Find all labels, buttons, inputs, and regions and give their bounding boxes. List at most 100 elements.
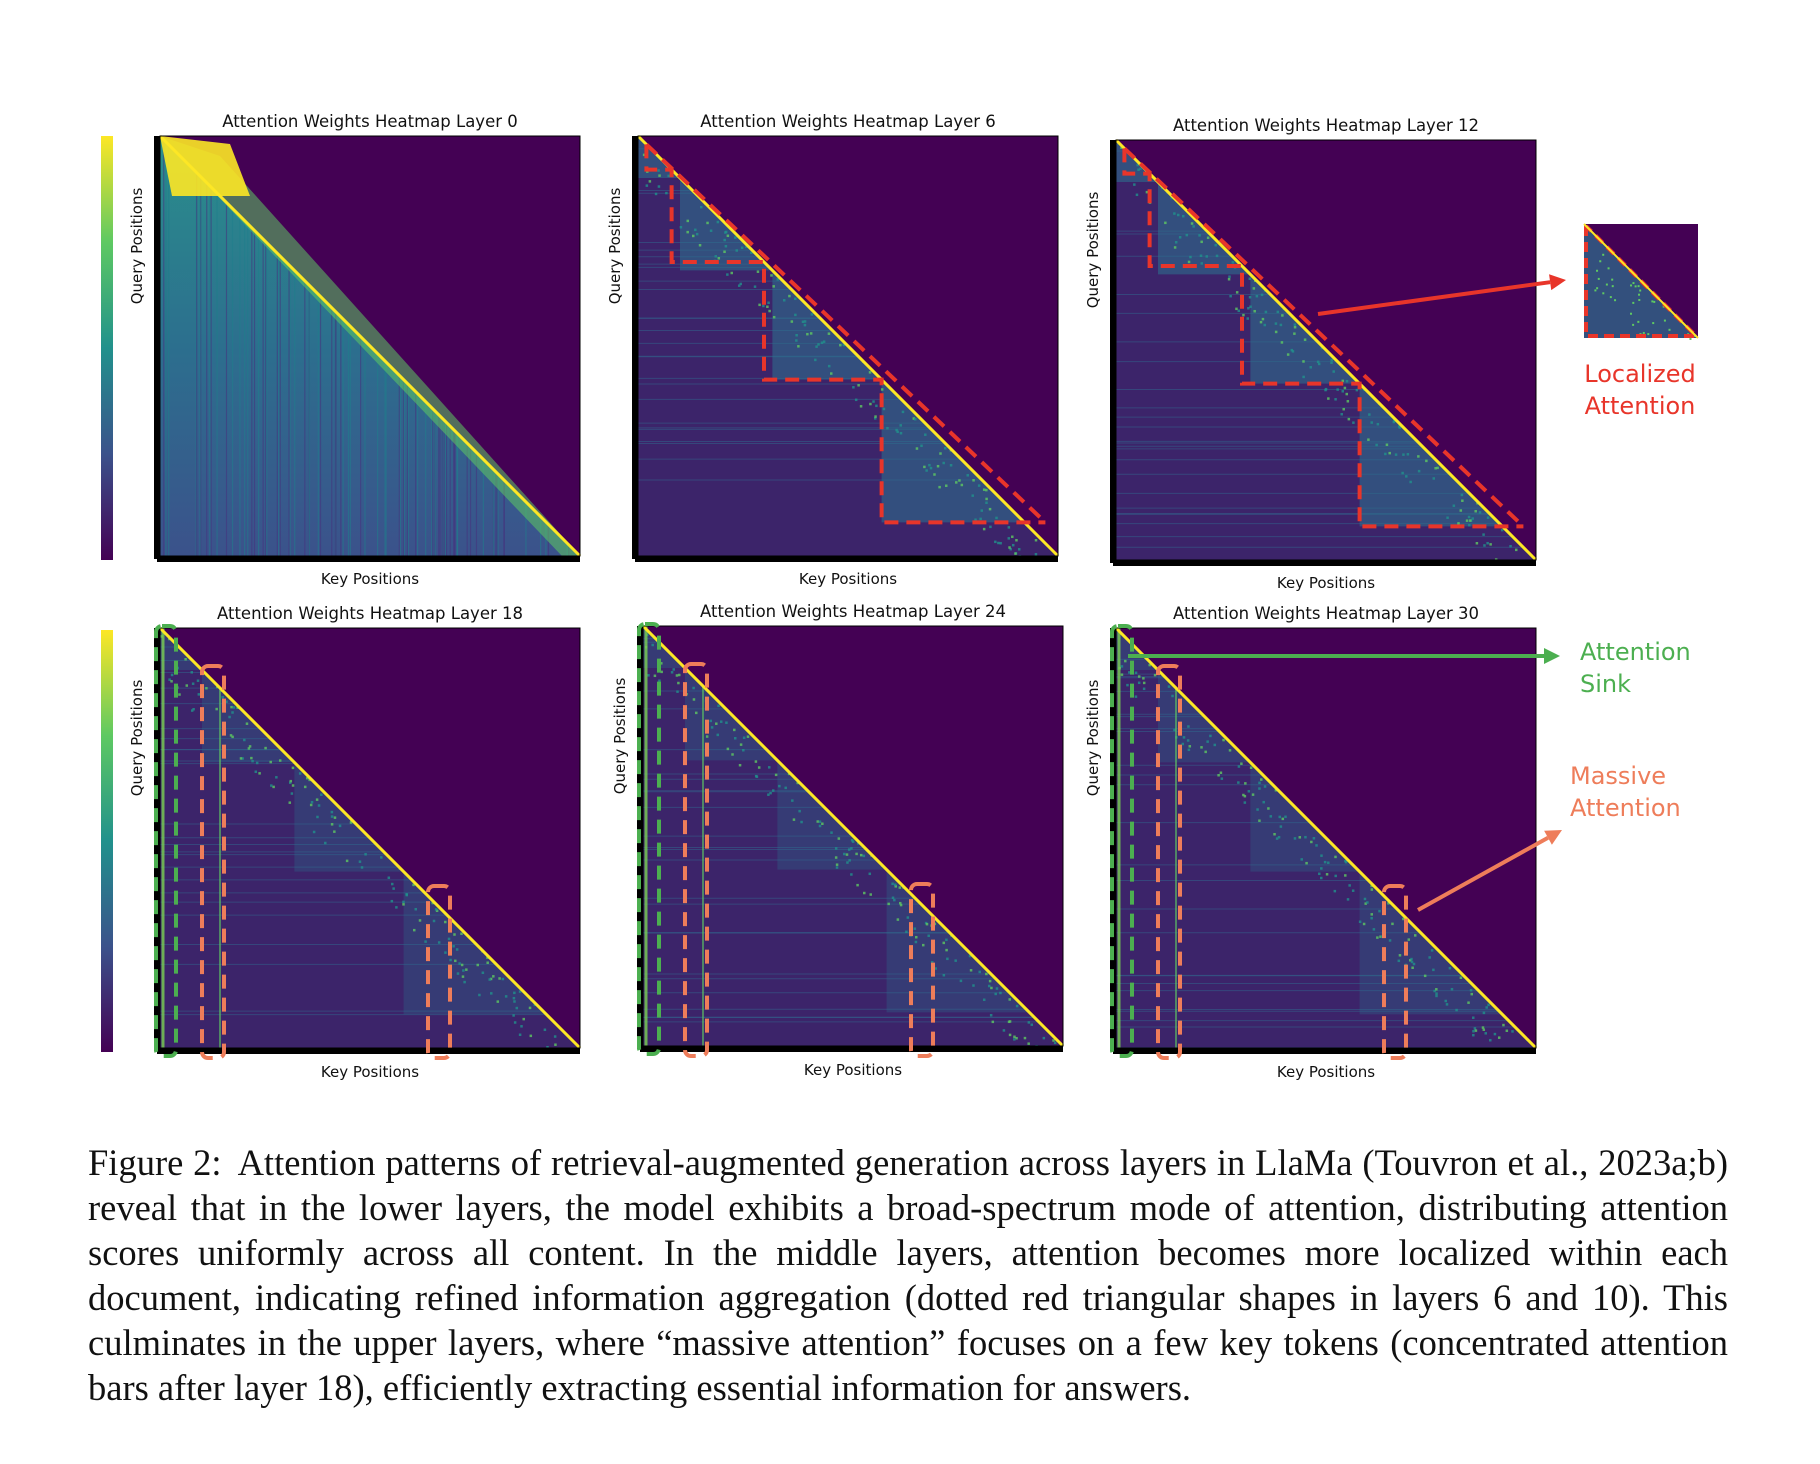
attention-speckle	[938, 485, 941, 489]
attention-speckle	[364, 853, 367, 856]
attention-speckle	[1205, 255, 1208, 258]
attention-speckle	[859, 853, 863, 857]
sink-box-2	[1110, 624, 1134, 1058]
attention-speckle	[1327, 861, 1330, 864]
attention-speckle	[424, 940, 427, 943]
attention-speckle	[1030, 1023, 1034, 1026]
attention-speckle	[1142, 687, 1146, 691]
attention-speckle	[1256, 808, 1259, 811]
attention-speckle	[1214, 243, 1217, 247]
attention-speckle	[1261, 317, 1265, 321]
attention-speckle	[554, 1043, 557, 1046]
attention-speckle	[820, 341, 824, 344]
localized-outline-layer-6	[644, 144, 1046, 525]
attention-speckle	[782, 299, 786, 302]
attention-speckle	[1388, 451, 1391, 455]
panel-frame	[1115, 627, 1537, 1049]
attention-speckle	[1475, 541, 1479, 545]
attention-speckle	[1467, 1001, 1470, 1004]
attention-speckle	[834, 856, 838, 859]
attention-speckle	[1392, 420, 1396, 424]
attention-speckle	[1186, 739, 1190, 742]
attention-speckle	[360, 866, 364, 869]
attention-speckle	[790, 320, 794, 323]
attention-speckle	[1455, 1008, 1458, 1012]
attention-speckle	[1120, 146, 1123, 150]
attention-speckle	[1248, 277, 1252, 280]
attention-speckle	[1324, 387, 1328, 391]
attention-speckle	[456, 972, 460, 975]
attention-speckle	[380, 856, 383, 859]
attention-speckle	[1027, 1021, 1031, 1024]
attention-speckle	[1173, 246, 1177, 249]
attention-speckle	[191, 682, 195, 685]
inset-speckle	[1607, 267, 1610, 270]
attention-speckle	[670, 671, 674, 674]
attention-speckle	[225, 700, 228, 703]
attention-speckle	[1273, 832, 1276, 836]
attention-speckle	[694, 711, 698, 715]
attention-speckle	[317, 804, 321, 807]
attention-speckle	[921, 943, 925, 947]
diagonal-line	[158, 134, 582, 558]
attention-speckle	[971, 494, 974, 497]
attention-speckle	[1135, 193, 1139, 197]
attention-speckle	[679, 225, 683, 229]
attention-speckle	[316, 815, 319, 819]
inset-speckle	[1605, 283, 1608, 286]
heatmap-panel-layer-0: Attention Weights Heatmap Layer 0 Key Pos…	[128, 112, 582, 588]
diagonal-line	[158, 626, 582, 1050]
attention-speckle	[905, 930, 908, 934]
attention-speckle	[1423, 974, 1427, 978]
caption-label: Figure 2:	[88, 1142, 222, 1183]
panel-frame	[1115, 139, 1537, 561]
attention-speckle	[228, 715, 231, 719]
attention-speckle	[1007, 537, 1011, 540]
attention-speckle	[434, 908, 438, 911]
attention-speckle	[1262, 800, 1265, 804]
attention-speckle	[1384, 452, 1387, 456]
diagonal-line	[641, 624, 1065, 1048]
attention-speckle	[196, 679, 200, 682]
attention-speckle	[830, 831, 833, 834]
attention-speckle	[723, 238, 726, 242]
attention-speckle	[767, 793, 770, 796]
y-axis-label: Query Positions	[606, 188, 624, 305]
attention-speckle	[726, 273, 729, 276]
attention-speckle	[862, 854, 866, 858]
attention-speckle	[1366, 901, 1369, 904]
attention-speckle	[1484, 1032, 1488, 1035]
attention-speckle	[1053, 1041, 1057, 1045]
attention-speckle	[387, 876, 391, 879]
attention-speckle	[1334, 398, 1337, 401]
attention-speckle	[1209, 734, 1212, 738]
attention-speckle	[997, 541, 1000, 545]
attention-speckle	[1425, 459, 1428, 463]
attention-speckle	[1485, 1006, 1488, 1009]
inset-speckle	[1611, 285, 1614, 288]
attention-speckle	[553, 1035, 557, 1038]
inset-speckle	[1602, 253, 1605, 256]
attention-speckle	[742, 748, 745, 752]
attention-speckle	[872, 400, 875, 403]
inset-speckle	[1599, 260, 1602, 263]
massive-arrow	[1417, 836, 1549, 912]
attention-speckle	[906, 916, 910, 919]
attention-speckle	[754, 760, 758, 763]
heatmap-panel-layer-30: Attention Weights Heatmap Layer 30 Key Po…	[1084, 604, 1538, 1081]
attention-speckle	[898, 901, 902, 905]
attention-speckle	[190, 709, 194, 712]
attention-speckle	[489, 977, 493, 981]
attention-speckle	[705, 735, 709, 738]
attention-speckle	[1489, 1038, 1492, 1042]
localized-outline-layer-12	[1122, 148, 1524, 529]
attention-speckle	[1142, 681, 1146, 685]
diagonal-line	[1114, 138, 1538, 562]
attention-speckle	[1281, 314, 1284, 317]
attention-speckle	[1217, 774, 1220, 777]
attention-speckle	[1258, 787, 1261, 790]
inset-diagonal	[1583, 223, 1699, 339]
inset-speckle	[1597, 277, 1600, 280]
attention-speckle	[847, 848, 851, 851]
attention-speckle	[1243, 794, 1247, 798]
